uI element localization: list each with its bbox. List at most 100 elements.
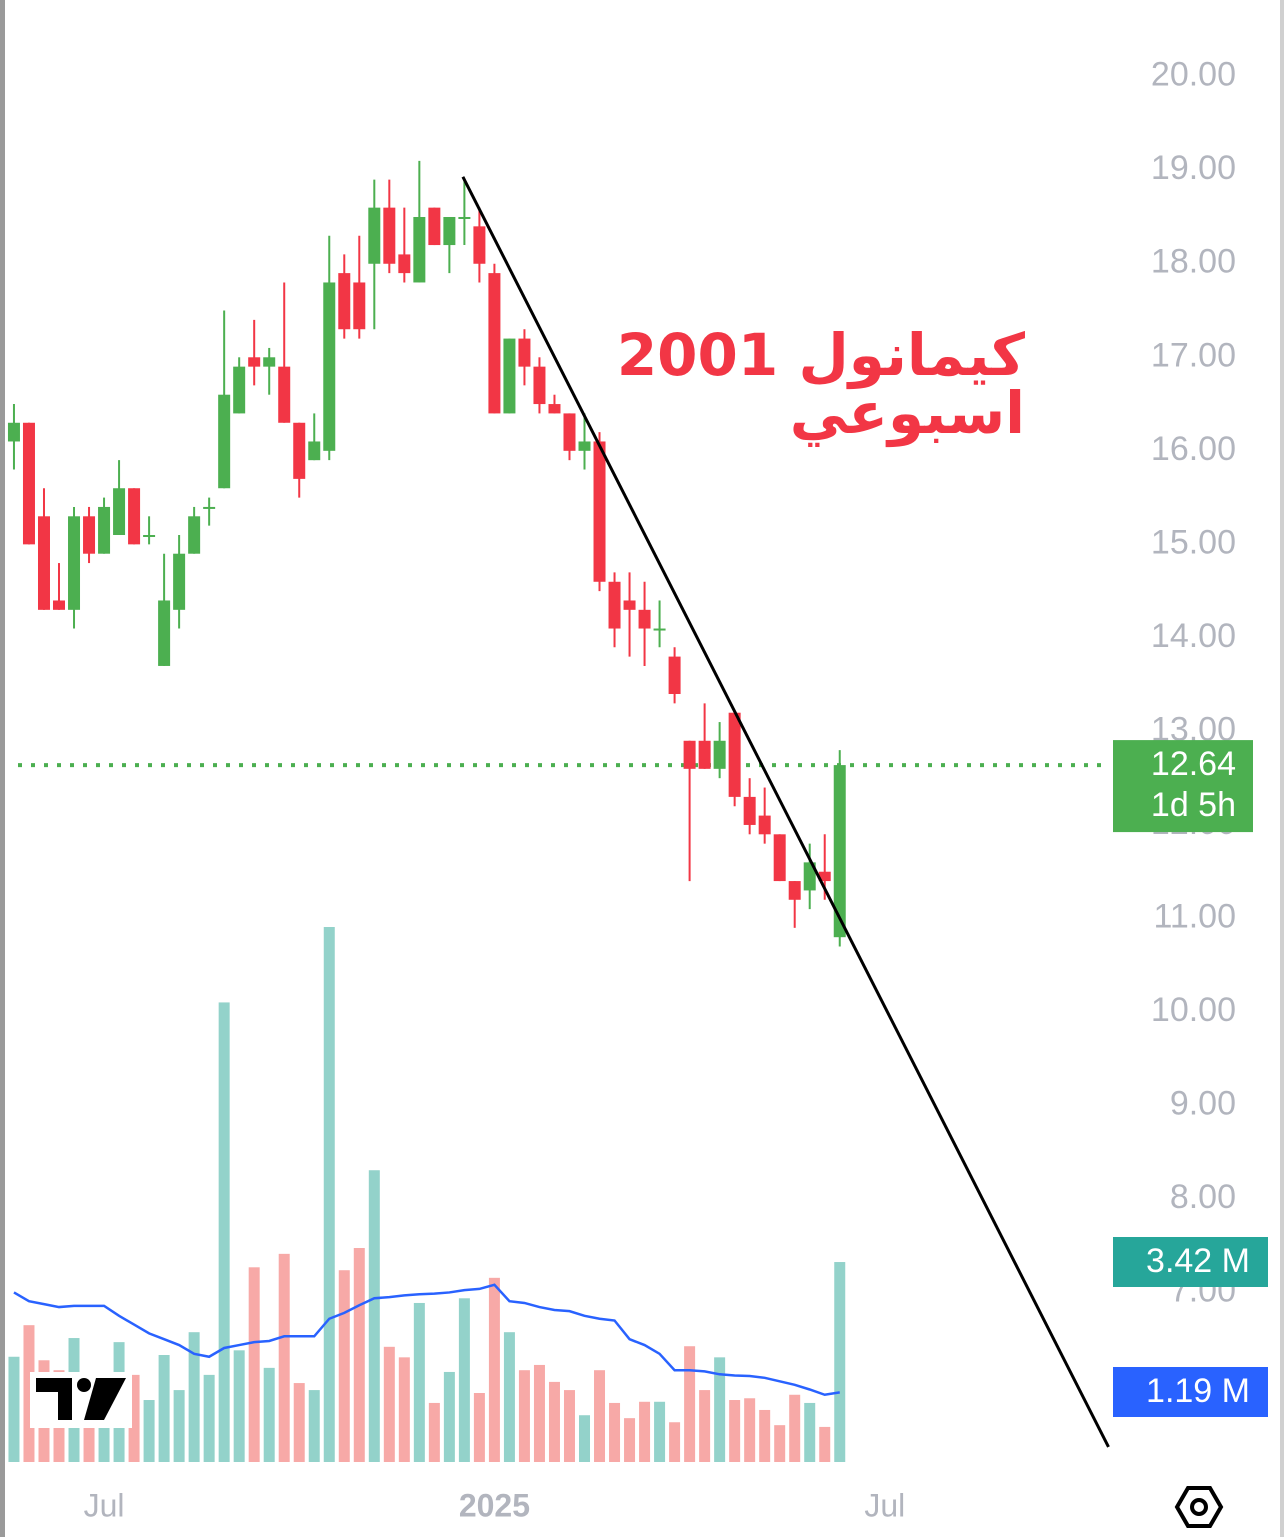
volume-bar [278,1253,290,1462]
candle-body [98,506,111,554]
logo-part [36,1378,72,1420]
y-tick-label: 20.00 [1151,56,1236,94]
candle-body [398,254,411,274]
y-tick-label: 11.00 [1153,897,1236,935]
volume-bar [293,1383,305,1462]
y-tick-label: 16.00 [1151,430,1236,468]
candle-body [803,862,816,891]
candle-body [488,273,501,414]
volume-bar [143,1400,155,1462]
ma-label-box [1113,1367,1268,1417]
candle-body [608,581,621,629]
y-tick-label: 18.00 [1151,243,1236,281]
settings-icon[interactable] [1174,1486,1224,1528]
volume-bar [173,1390,185,1462]
candle-body [773,834,786,882]
settings-circle[interactable] [1190,1498,1208,1516]
volume-bar [218,1002,230,1462]
candle-body [443,216,456,246]
candle-body [743,796,756,825]
volume-bar [353,1248,365,1462]
volume-bar [654,1401,666,1462]
volume-bar [203,1374,215,1462]
x-tick-label: Jul [84,1487,125,1523]
candle-body [818,871,831,882]
last-price-label: 12.64 [1151,745,1236,783]
candle-body [248,357,261,367]
candle-body [143,535,156,538]
volume-bar [263,1367,275,1462]
y-tick-label: 14.00 [1151,617,1236,655]
volume-bar [729,1400,741,1462]
volume-label-box [1113,1237,1268,1287]
candle-body [563,413,576,451]
candle-body [53,600,66,610]
candle-body [203,506,216,509]
volume-bar [428,1402,440,1462]
annotation-line: اسبوعي [789,379,1025,447]
tradingview-logo [30,1372,132,1428]
logo-part [84,1378,126,1420]
volume-bar [684,1346,696,1462]
volume-ma-line [13,1283,840,1397]
y-tick-label: 19.00 [1151,149,1236,187]
candle-body [623,600,636,610]
volume-bar [248,1267,260,1462]
y-tick-label: 15.00 [1151,523,1236,561]
candle-body [113,488,126,536]
candle-body [278,366,291,423]
y-tick-label: 10.00 [1151,991,1236,1029]
candle-body [37,516,50,610]
volume-bar [714,1357,726,1462]
candle-body [233,366,246,414]
candle-body [713,740,726,769]
last-price-box [1113,740,1253,833]
volume-bar [398,1357,410,1462]
volume-bar [548,1381,560,1462]
candle-body [188,516,201,554]
volume-bar [128,1374,140,1462]
candle-body [413,216,426,283]
candle-body [323,282,336,451]
candle-body [533,366,546,405]
settings-hexagon[interactable] [1174,1486,1224,1528]
volume-bar [8,1356,20,1462]
candle-body [458,216,471,219]
candle-body [728,712,741,797]
volume-bar [669,1422,681,1462]
volume-bar [594,1370,606,1462]
candle-body [68,516,81,610]
left-edge [0,0,5,1537]
candle-body [173,553,186,610]
trendline [461,176,1110,1448]
candle-body [128,488,141,545]
volume-bar [338,1270,350,1462]
candle-body [503,338,516,414]
volume-bar [158,1355,170,1462]
candle-body [7,422,20,442]
volume-bar [413,1302,425,1462]
volume-bar [834,1262,846,1462]
volume-bar [533,1364,545,1462]
candle-body [638,609,651,629]
volume-bar [368,1170,380,1462]
volume-bar [473,1393,485,1462]
candle-body [218,394,231,489]
candle-body [593,441,606,582]
x-tick-label: Jul [864,1487,905,1523]
candle-body [683,740,696,769]
candle-body [833,765,846,938]
ma-label: 1.19 M [1146,1372,1250,1410]
countdown-label: 1d 5h [1151,786,1236,824]
candle-body [428,207,441,246]
y-tick-label: 8.00 [1170,1178,1236,1216]
price-pane [7,160,1110,1448]
candle-body [578,441,591,451]
volume-bar [804,1402,816,1462]
candle-body [548,404,561,414]
volume-pane [8,927,846,1462]
price-axis: 7.008.009.0010.0011.0012.0013.0014.0015.… [1151,56,1236,1310]
